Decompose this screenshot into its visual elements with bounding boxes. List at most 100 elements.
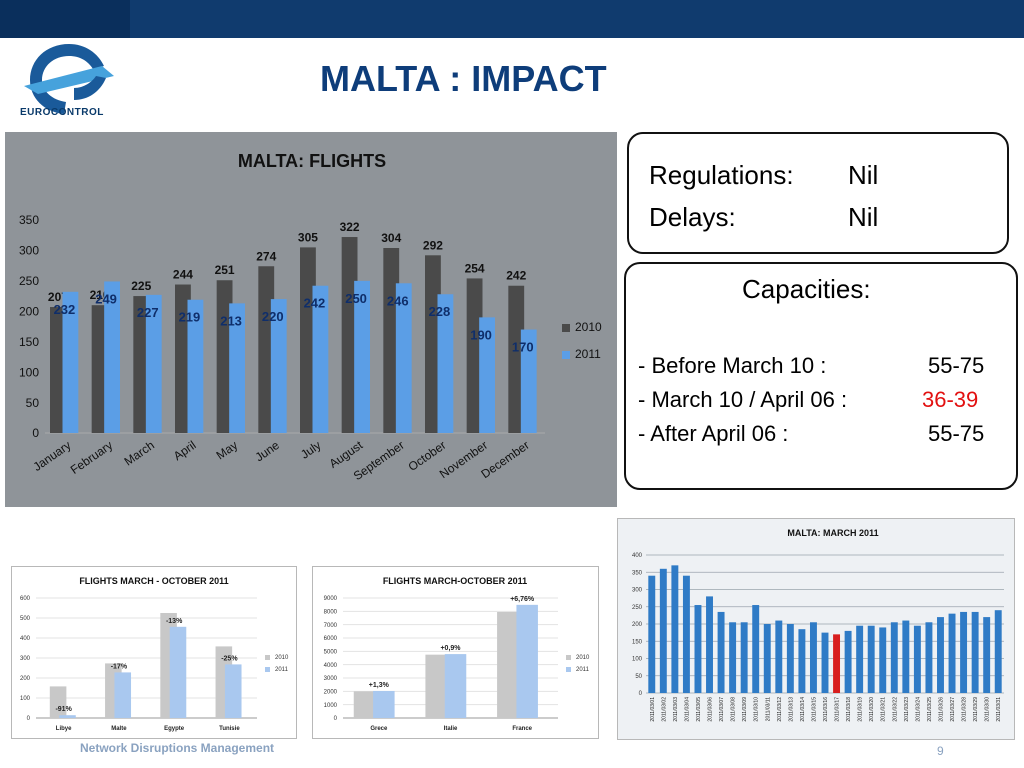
- x-tick-label: 2011/03/21: [881, 697, 887, 722]
- regulations-box: Regulations: Nil Delays: Nil: [627, 132, 1009, 254]
- capacities-title: Capacities:: [742, 274, 871, 304]
- day-bar: [809, 622, 817, 693]
- y-tick-label: 100: [632, 657, 643, 663]
- bar-2011: [229, 303, 245, 433]
- change-label: +0,9%: [440, 645, 461, 652]
- x-tick-label: Italie: [444, 726, 458, 732]
- day-bar: [694, 605, 702, 693]
- chart-title: MALTA: MARCH 2011: [787, 528, 878, 538]
- x-tick-label: January: [31, 438, 74, 474]
- day-bar: [902, 620, 910, 693]
- x-tick-label: 2011/03/25: [927, 697, 933, 722]
- delays-label: Delays:: [649, 202, 736, 232]
- day-bar: [890, 622, 898, 693]
- bar-2011: [114, 672, 132, 718]
- x-tick-label: June: [253, 438, 283, 465]
- bar-2010: [133, 296, 150, 433]
- flights-chart-panel-2: FLIGHTS MARCH-OCTOBER 2011 0 1000 2000 3000 4…: [312, 566, 599, 739]
- day-bar: [913, 625, 921, 693]
- x-tick-label: Malte: [111, 726, 127, 732]
- capacity-row-value-highlight: 36-39: [922, 387, 979, 412]
- data-label: 225: [131, 279, 151, 293]
- x-tick-label: 2011/03/07: [719, 697, 725, 722]
- eurocontrol-logo: [24, 44, 114, 114]
- y-tick-label: 400: [632, 553, 643, 559]
- legend-label: 2011: [575, 347, 601, 361]
- data-label: 246: [387, 293, 409, 308]
- bar-2011: [145, 294, 162, 433]
- x-tick-label: 2011/03/31: [996, 697, 1002, 722]
- data-label: 274: [256, 249, 276, 263]
- data-label: 244: [173, 268, 193, 282]
- day-bar: [706, 596, 713, 693]
- flights-march-october-chart-1: FLIGHTS MARCH - OCTOBER 2011 0 100 200 300 40…: [20, 576, 289, 732]
- day-bar: [856, 625, 864, 693]
- x-tick-label: 2011/03/08: [731, 697, 737, 722]
- y-tick-label: 500: [20, 616, 31, 622]
- data-label: 305: [298, 230, 318, 244]
- data-label: 227: [137, 305, 159, 320]
- legend-swatch: [562, 351, 570, 359]
- delays-value: Nil: [848, 202, 879, 232]
- data-label: 220: [262, 309, 284, 324]
- x-tick-label: Libye: [56, 726, 72, 732]
- bar-2010: [49, 686, 67, 718]
- day-bar: [729, 622, 737, 693]
- y-tick-label: 0: [639, 691, 643, 697]
- x-tick-label: 2011/03/06: [708, 697, 714, 722]
- x-tick-label: February: [68, 438, 115, 477]
- y-tick-label: 7000: [324, 623, 338, 629]
- x-tick-label: 2011/03/11: [765, 697, 771, 722]
- day-bar: [752, 605, 760, 693]
- bar-2010: [466, 278, 483, 433]
- footer-title: Network Disruptions Management: [80, 741, 275, 755]
- bar-2011: [516, 604, 538, 718]
- day-bar: [948, 613, 956, 693]
- legend-swatch: [562, 324, 570, 332]
- change-label: -17%: [111, 663, 128, 670]
- malta-march-2011-chart: MALTA: MARCH 2011 0 50 100 150 200 250 300 350 40…: [632, 528, 1004, 722]
- x-tick-label: 2011/03/04: [684, 697, 690, 722]
- chart-title: FLIGHTS MARCH - OCTOBER 2011: [79, 576, 228, 586]
- data-label: 242: [304, 296, 326, 311]
- legend-swatch: [265, 655, 270, 660]
- x-tick-label: 2011/03/09: [742, 697, 748, 722]
- bar-2010: [383, 247, 400, 433]
- bar-2010: [216, 280, 233, 433]
- flights-march-october-chart-2: FLIGHTS MARCH-OCTOBER 2011 0 1000 2000 3000 4…: [324, 576, 590, 732]
- x-tick-label: 2011/03/18: [846, 697, 852, 722]
- day-bar: [821, 632, 829, 693]
- day-bar: [867, 625, 875, 693]
- data-label: 304: [381, 231, 401, 245]
- capacity-row-label: - March 10 / April 06 :: [638, 387, 848, 412]
- y-tick-label: 4000: [324, 663, 338, 669]
- y-tick-label: 250: [19, 274, 39, 288]
- y-tick-label: 200: [20, 676, 31, 682]
- y-tick-label: 50: [26, 396, 40, 410]
- day-bar: [775, 620, 783, 693]
- y-tick-label: 300: [20, 656, 31, 662]
- bar-2011: [187, 299, 204, 433]
- day-bar: [798, 629, 806, 693]
- x-tick-label: 2011/03/10: [754, 697, 760, 722]
- y-tick-label: 400: [20, 636, 31, 642]
- header-bar: [0, 0, 1024, 38]
- change-label: -13%: [166, 618, 183, 625]
- logo-text: EUROCONTROL: [20, 107, 104, 118]
- day-bar: [844, 630, 852, 693]
- data-label: 170: [512, 340, 534, 355]
- x-tick-label: July: [298, 438, 324, 462]
- flights-chart-panel-1: FLIGHTS MARCH - OCTOBER 2011 0 100 200 300 40…: [11, 566, 297, 739]
- x-tick-label: 2011/03/29: [973, 697, 979, 722]
- legend-label: 2010: [275, 655, 289, 661]
- data-label: 232: [54, 302, 76, 317]
- y-tick-label: 300: [632, 588, 643, 594]
- main-chart-panel: MALTA: FLIGHTS 0 50 100 150 200 250 300 350 207 23…: [5, 132, 617, 507]
- bar-2010: [341, 237, 358, 433]
- x-tick-label: 2011/03/15: [811, 697, 817, 722]
- x-tick-label: 2011/03/05: [696, 697, 702, 722]
- bar-2011: [59, 715, 76, 718]
- bar-2010: [300, 247, 316, 433]
- capacity-row-value: 55-75: [928, 421, 985, 446]
- x-tick-label: 2011/03/26: [938, 697, 944, 722]
